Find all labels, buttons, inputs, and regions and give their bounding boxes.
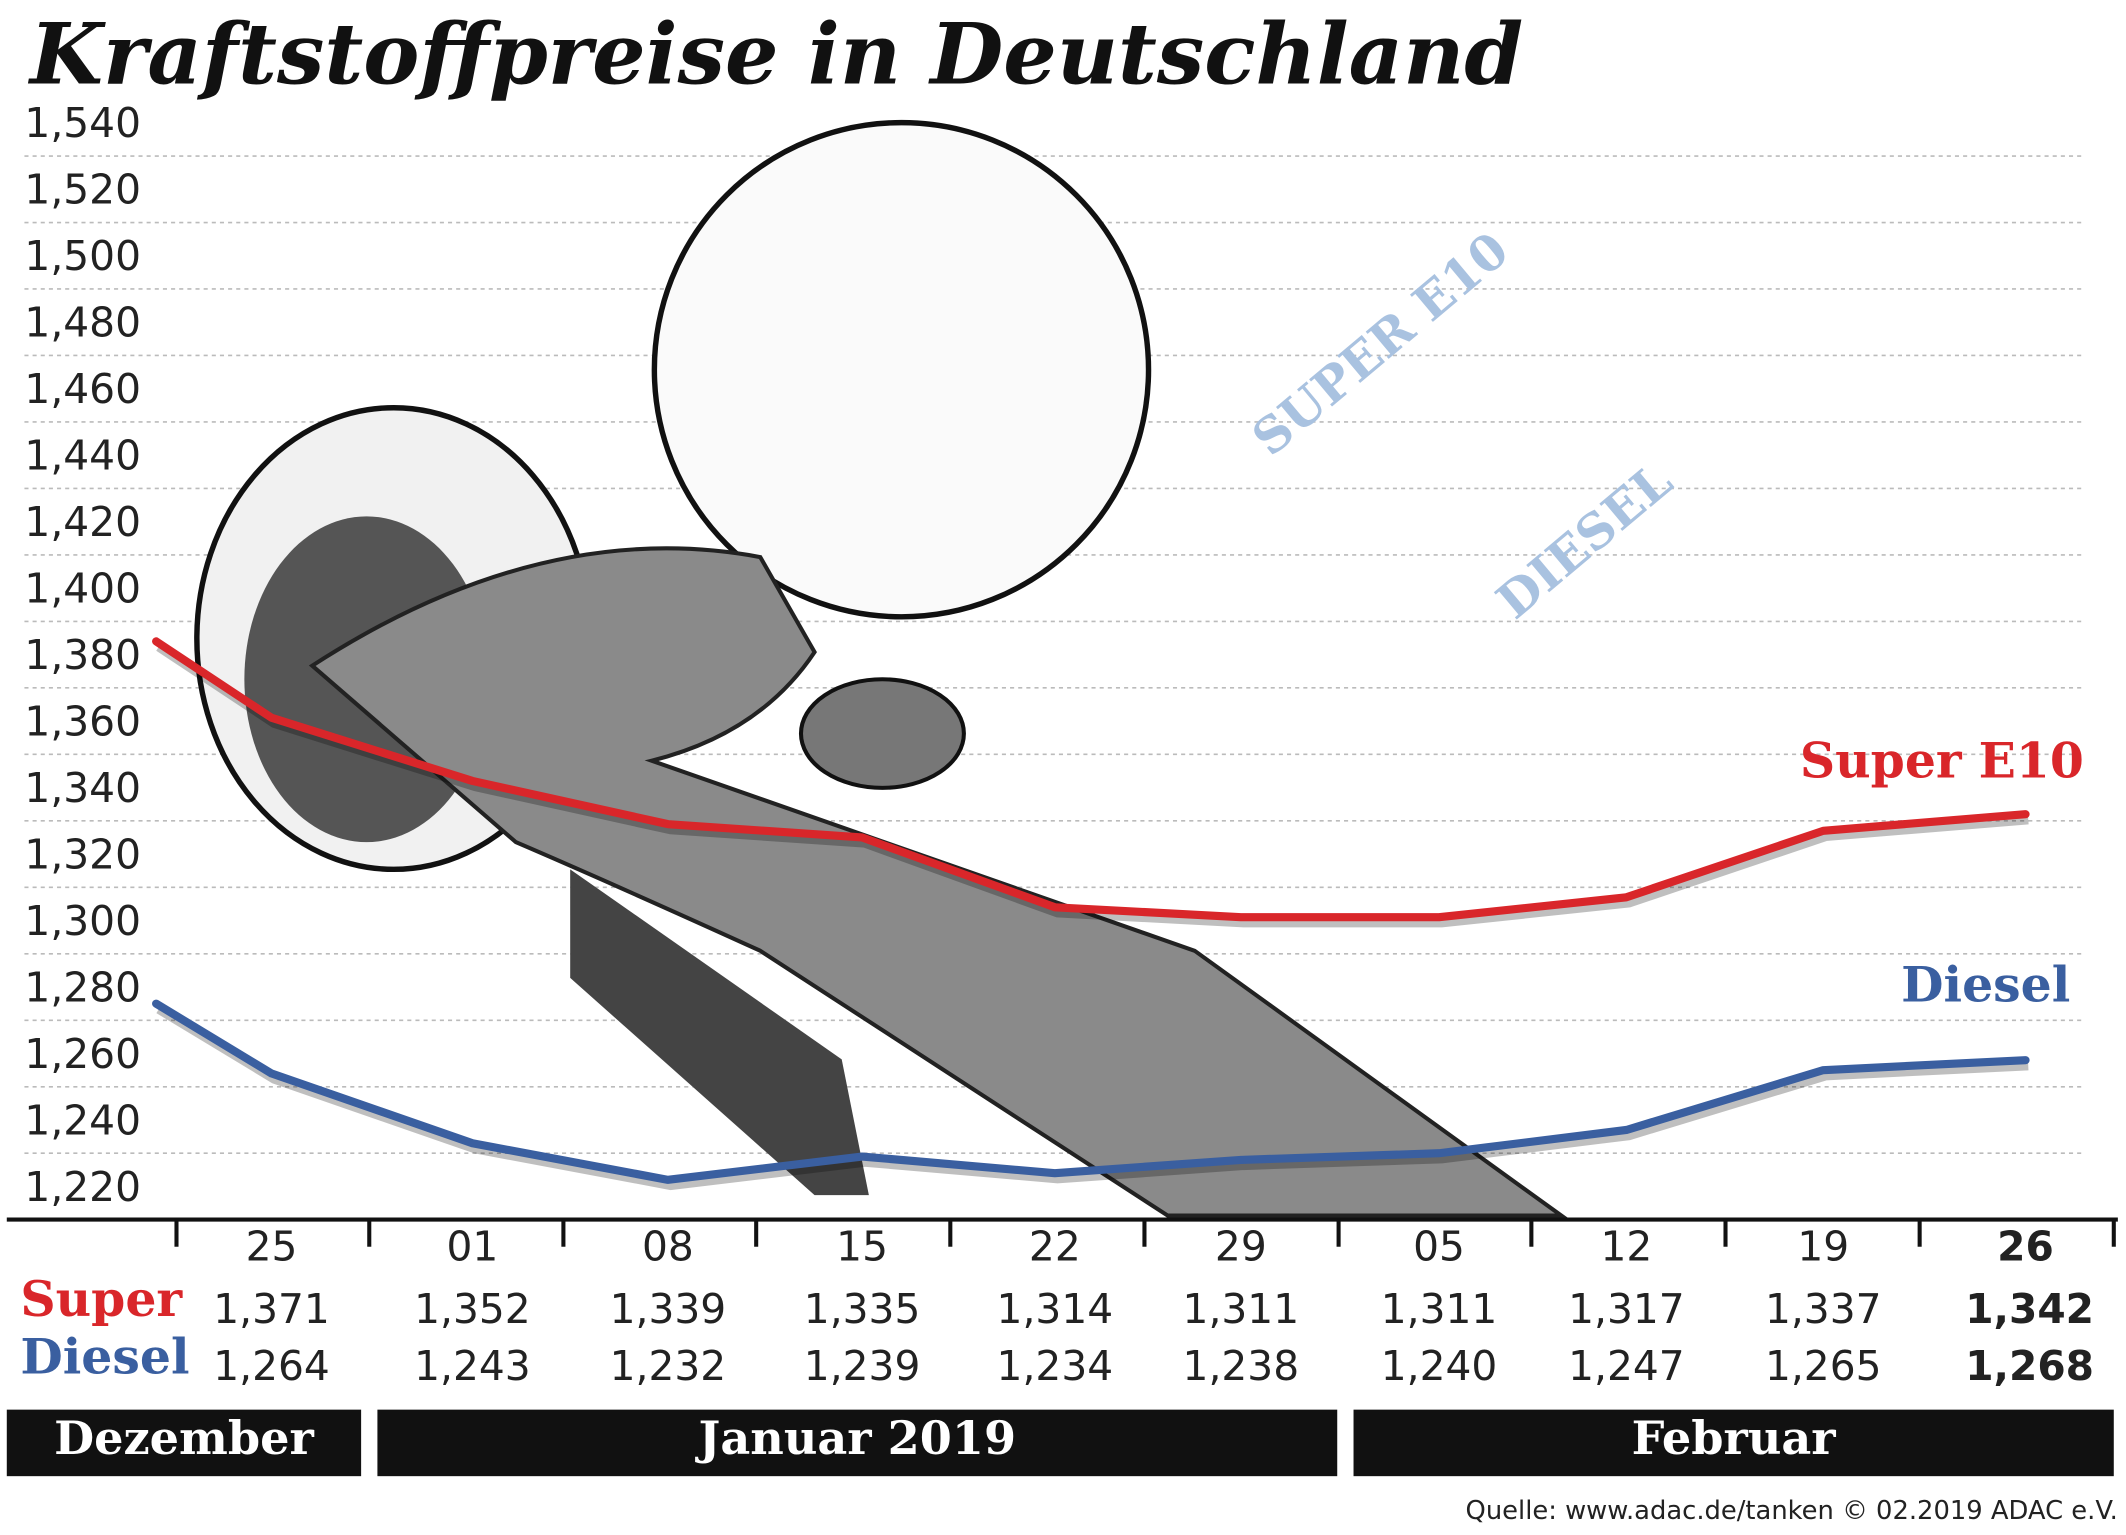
data-label: 1,371 <box>213 1285 330 1333</box>
y-tick-label: 1,540 <box>24 99 141 147</box>
y-tick-label: 1,480 <box>24 299 141 347</box>
shadow <box>156 642 2029 928</box>
data-label: 1,264 <box>213 1342 330 1390</box>
legend-label: Super E10 <box>1800 731 2084 789</box>
y-tick-label: 1,280 <box>24 963 141 1011</box>
series-line <box>152 637 2030 922</box>
x-tick-label: 05 <box>1413 1222 1465 1270</box>
y-tick-label: 1,460 <box>24 365 141 413</box>
x-tick-label: 25 <box>246 1222 298 1270</box>
data-label: 1,243 <box>414 1342 531 1390</box>
data-label: 1,311 <box>1381 1285 1498 1333</box>
row-label: Diesel <box>20 1327 189 1385</box>
y-tick-label: 1,440 <box>24 432 141 480</box>
data-label: 1,339 <box>610 1285 727 1333</box>
data-label: 1,317 <box>1568 1285 1685 1333</box>
data-label: 1,238 <box>1183 1342 1300 1390</box>
data-label: 1,311 <box>1183 1285 1300 1333</box>
row-label: Super <box>20 1270 183 1328</box>
x-tick-label: 12 <box>1600 1222 1652 1270</box>
y-tick-label: 1,320 <box>24 830 141 878</box>
x-tick-label: 29 <box>1215 1222 1267 1270</box>
month-bar <box>6 1409 362 1477</box>
y-tick-label: 1,260 <box>24 1030 141 1078</box>
y-tick-label: 1,240 <box>24 1096 141 1144</box>
data-label: 1,314 <box>997 1285 1114 1333</box>
y-tick-label: 1,380 <box>24 631 141 679</box>
x-tick-label: 01 <box>447 1222 499 1270</box>
source: Quelle: www.adac.de/tanken © 02.2019 ADA… <box>1466 1496 2118 1526</box>
y-tick-label: 1,300 <box>24 897 141 945</box>
data-label: 1,268 <box>1965 1342 2094 1390</box>
x-tick-label: 26 <box>1997 1222 2054 1270</box>
x-tick-label: 08 <box>642 1222 694 1270</box>
y-tick-label: 1,500 <box>24 232 141 280</box>
y-tick-label: 1,340 <box>24 764 141 812</box>
month-label: Februar <box>1632 1411 1837 1465</box>
chart-title: Kraftstoffpreise in Deutschland <box>28 5 1523 104</box>
illustration: SUPER E10 DIESEL <box>194 119 1683 1218</box>
y-tick-label: 1,360 <box>24 697 141 745</box>
x-tick-label: 19 <box>1797 1222 1849 1270</box>
data-label: 1,234 <box>997 1342 1114 1390</box>
data-label: 1,337 <box>1765 1285 1882 1333</box>
month-bar <box>1353 1409 2114 1477</box>
data-label: 1,247 <box>1568 1342 1685 1390</box>
data-label: 1,232 <box>610 1342 727 1390</box>
y-tick-label: 1,520 <box>24 166 141 214</box>
decor-label: DIESEL <box>1485 451 1683 630</box>
month-bar <box>377 1409 1338 1477</box>
decor-label: SUPER E10 <box>1241 220 1519 467</box>
data-label: 1,239 <box>804 1342 921 1390</box>
shadow <box>156 1005 2029 1191</box>
month-label: Dezember <box>54 1411 314 1465</box>
y-tick-label: 1,400 <box>24 565 141 613</box>
y-tick-label: 1,220 <box>24 1163 141 1211</box>
data-label: 1,352 <box>414 1285 531 1333</box>
data-label: 1,265 <box>1765 1342 1882 1390</box>
data-label: 1,240 <box>1381 1342 1498 1390</box>
data-label: 1,342 <box>1965 1285 2094 1333</box>
y-tick-label: 1,420 <box>24 498 141 546</box>
month-label: Januar 2019 <box>695 1411 1017 1465</box>
data-label: 1,335 <box>804 1285 921 1333</box>
x-tick-label: 22 <box>1029 1222 1081 1270</box>
x-tick-label: 15 <box>836 1222 888 1270</box>
series-line <box>152 999 2030 1184</box>
legend-label: Diesel <box>1901 955 2070 1013</box>
